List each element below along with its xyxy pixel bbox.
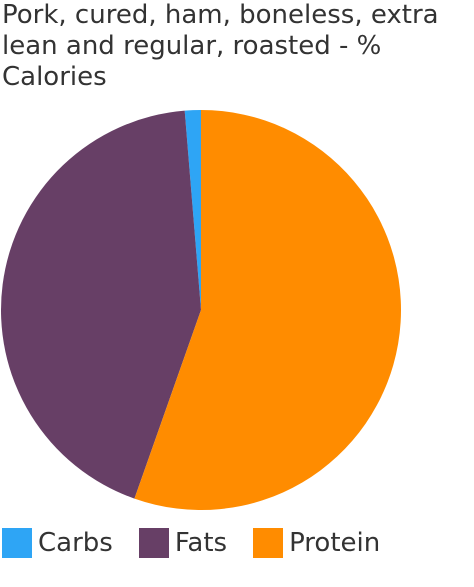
legend-swatch (138, 528, 169, 558)
legend-item: Protein (253, 528, 380, 558)
legend-item: Carbs (2, 528, 113, 558)
chart (0, 110, 402, 510)
legend-swatch (253, 528, 284, 558)
chart-title: Pork, cured, ham, boneless, extra lean a… (2, 0, 439, 92)
legend-item: Fats (138, 528, 228, 558)
legend-swatch (2, 528, 32, 558)
legend-label: Protein (289, 528, 381, 558)
pie-slice (0, 110, 201, 499)
pie-slice (184, 110, 201, 310)
legend-label: Carbs (38, 528, 113, 558)
legend: Carbs Fats Protein (2, 528, 380, 558)
pie-slice (134, 110, 402, 510)
legend-label: Fats (174, 528, 228, 558)
